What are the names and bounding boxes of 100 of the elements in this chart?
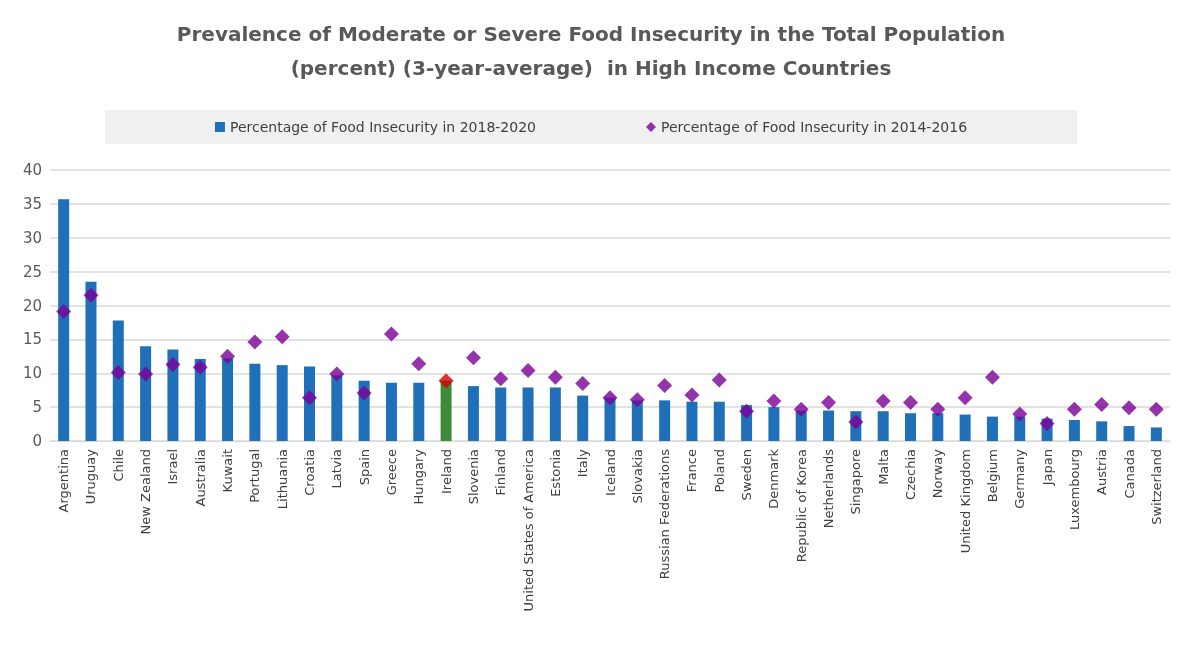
point — [356, 385, 372, 401]
point — [411, 356, 427, 372]
point — [930, 401, 946, 417]
bar — [659, 400, 671, 441]
point — [56, 304, 72, 320]
x-tick-label: Germany — [1012, 448, 1028, 509]
y-tick-label: 40 — [22, 161, 42, 179]
x-tick-label: Luxembourg — [1066, 449, 1082, 531]
point — [629, 392, 645, 408]
x-tick-label: Russian Federations — [657, 448, 673, 580]
x-tick-label: Hungary — [411, 448, 427, 505]
x-tick-label: Iceland — [602, 449, 618, 497]
point — [875, 393, 891, 409]
bar — [686, 401, 698, 441]
x-tick-label: Czechia — [902, 449, 918, 500]
point — [83, 287, 99, 303]
bar — [85, 281, 97, 441]
legend-label: Percentage of Food Insecurity in 2014-2016 — [661, 119, 968, 135]
point — [1148, 401, 1164, 417]
x-tick-label: Greece — [383, 449, 399, 496]
bar — [577, 395, 589, 441]
bar — [713, 401, 725, 441]
point — [493, 371, 509, 387]
bar — [112, 320, 124, 441]
bar — [1014, 416, 1026, 441]
point — [602, 390, 618, 406]
bar — [959, 414, 971, 441]
point — [1094, 396, 1110, 412]
x-tick-label: Netherlands — [821, 448, 837, 529]
bar — [877, 411, 889, 441]
x-tick-label: United States of America — [520, 449, 536, 612]
bar — [467, 386, 479, 441]
point — [902, 394, 918, 410]
x-tick-label: Spain — [356, 449, 372, 486]
bar — [1123, 426, 1135, 441]
bar — [331, 375, 343, 441]
x-tick-label: Malta — [875, 449, 891, 485]
bar — [1096, 421, 1108, 441]
point — [520, 363, 536, 379]
point — [739, 403, 755, 419]
bar — [58, 199, 70, 441]
bar — [440, 380, 452, 441]
x-tick-label: Japan — [1039, 449, 1055, 487]
y-tick-label: 35 — [22, 194, 42, 213]
point — [302, 390, 318, 406]
y-tick-label: 20 — [22, 296, 42, 315]
x-tick-label: Australia — [192, 449, 208, 507]
point — [821, 394, 837, 410]
y-tick-label: 0 — [32, 432, 42, 450]
x-tick-label: Kuwait — [220, 449, 236, 493]
point — [957, 390, 973, 406]
bar — [140, 346, 152, 441]
x-tick-label: Sweden — [739, 449, 755, 501]
x-tick-label: Slovenia — [465, 449, 481, 505]
bar — [385, 382, 397, 441]
chart-title: Prevalence of Moderate or Severe Food Insecurity in the Total Population (percent) (3-year-average) in High Income Countries — [176, 22, 1006, 80]
point — [684, 387, 700, 403]
point — [138, 366, 154, 382]
point — [274, 329, 290, 345]
point — [547, 369, 563, 385]
point — [711, 372, 727, 388]
bar — [1068, 420, 1080, 441]
point — [984, 369, 1000, 385]
x-tick-label: Latvia — [329, 449, 345, 489]
bar — [823, 410, 835, 441]
x-tick-label: Switzerland — [1148, 449, 1164, 525]
bar — [222, 358, 234, 441]
y-tick-label: 25 — [22, 262, 42, 281]
x-tick-label: Croatia — [302, 449, 318, 496]
x-tick-label: Belgium — [984, 449, 1000, 503]
y-tick-label: 15 — [22, 330, 42, 349]
y-tick-label: 30 — [22, 228, 42, 247]
point — [165, 356, 181, 372]
point — [1039, 415, 1055, 431]
x-tick-label: Canada — [1121, 449, 1137, 499]
x-tick-label: Argentina — [56, 449, 72, 513]
point — [848, 414, 864, 430]
bar — [413, 382, 425, 441]
x-tick-label: Slovakia — [629, 449, 645, 504]
x-tick-label: Austria — [1094, 449, 1110, 495]
point — [329, 366, 345, 382]
x-tick-label: Uruguay — [83, 448, 99, 505]
legend-label: Percentage of Food Insecurity in 2018-2020 — [229, 119, 536, 135]
x-tick-label: Denmark — [766, 448, 782, 509]
x-tick-label: Republic of Korea — [793, 449, 809, 563]
bar — [932, 413, 944, 441]
bar — [549, 387, 561, 441]
x-tick-label: Italy — [575, 448, 591, 478]
x-tick-label: Chile — [110, 449, 126, 482]
x-tick-label: Israel — [165, 449, 181, 485]
point — [192, 359, 208, 375]
bar — [249, 363, 261, 441]
x-tick-label: Estonia — [547, 449, 563, 497]
x-tick-label: Ireland — [438, 449, 454, 494]
bar — [768, 407, 780, 441]
point — [575, 375, 591, 391]
x-tick-label: Portugal — [247, 449, 263, 503]
bar — [1150, 427, 1162, 441]
point — [657, 377, 673, 393]
bar — [276, 365, 288, 441]
